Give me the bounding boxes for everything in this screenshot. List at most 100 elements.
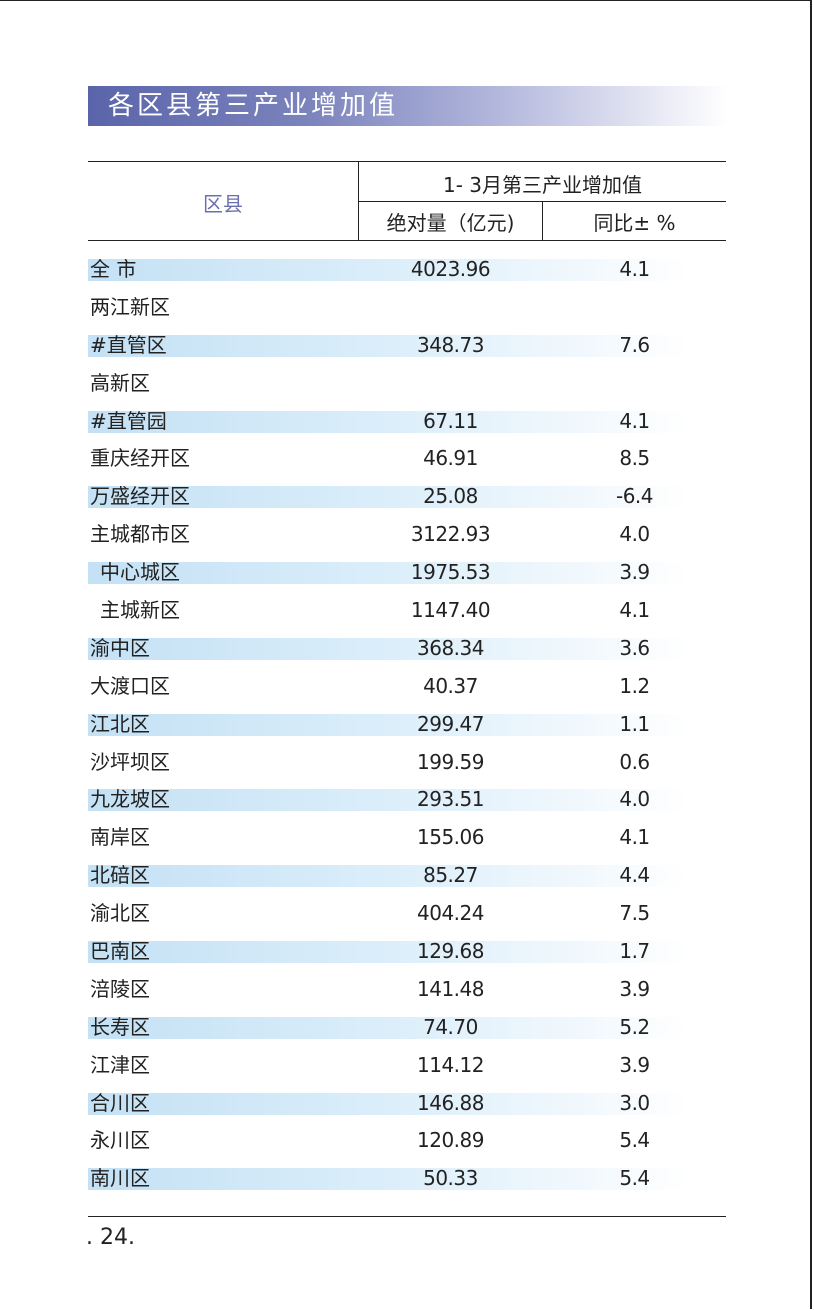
row-stripe [88, 259, 688, 281]
table-row: 渝中区 368.34 3.6 [88, 629, 728, 667]
row-absolute-value: 74.70 [423, 1014, 478, 1039]
header-mid-rule [359, 201, 726, 202]
row-name: 重庆经开区 [90, 446, 190, 471]
table-row: 江北区 299.47 1.1 [88, 705, 728, 743]
row-stripe [88, 789, 688, 812]
table-row: 江津区 114.12 3.9 [88, 1046, 728, 1084]
row-name: 北碚区 [90, 863, 150, 888]
table-row: 两江新区 [88, 288, 728, 326]
table-row: 合川区 146.88 3.0 [88, 1084, 728, 1122]
row-absolute-value: 50.33 [423, 1166, 478, 1191]
row-name: 万盛经开区 [90, 484, 190, 509]
row-stripe [88, 865, 688, 888]
row-name: 渝中区 [90, 635, 150, 660]
row-absolute-value: 46.91 [423, 446, 478, 471]
row-name: 巴南区 [90, 939, 150, 964]
row-name: 主城新区 [100, 598, 180, 623]
row-yoy-value: 5.4 [619, 1166, 650, 1191]
row-yoy-value: 1.2 [619, 673, 650, 698]
row-yoy-value: 3.6 [619, 635, 650, 660]
table-row: 大渡口区 40.37 1.2 [88, 667, 728, 705]
table-row: 渝北区 404.24 7.5 [88, 894, 728, 932]
row-yoy-value: 8.5 [619, 446, 650, 471]
table-row: 沙坪坝区 199.59 0.6 [88, 743, 728, 781]
row-name: 沙坪坝区 [90, 749, 170, 774]
table-row: 长寿区 74.70 5.2 [88, 1008, 728, 1046]
row-yoy-value [543, 292, 726, 322]
row-absolute-value: 1147.40 [410, 598, 491, 623]
row-yoy-value: 7.5 [619, 901, 650, 926]
row-name: 两江新区 [90, 294, 170, 319]
row-yoy-value: 1.7 [619, 939, 650, 964]
row-yoy-value: 4.0 [619, 522, 650, 547]
header-absolute: 绝对量（亿元) [386, 211, 515, 235]
row-yoy-value: 5.4 [619, 1128, 650, 1153]
row-stripe [88, 637, 688, 660]
row-absolute-value: 120.89 [417, 1128, 484, 1153]
row-absolute-value: 141.48 [417, 976, 484, 1001]
row-yoy-value: 4.1 [619, 257, 650, 281]
row-absolute-value: 155.06 [417, 825, 484, 850]
table-row: 永川区 120.89 5.4 [88, 1121, 728, 1159]
row-yoy-value: 3.9 [619, 976, 650, 1001]
header-divider-left [358, 162, 359, 240]
table-row: #直管区 348.73 7.6 [88, 326, 728, 364]
row-name: 大渡口区 [90, 673, 170, 698]
row-stripe [88, 941, 688, 964]
row-yoy-value: 4.4 [619, 863, 650, 888]
table-row: #直管园 67.11 4.1 [88, 402, 728, 440]
table-row: 重庆经开区 46.91 8.5 [88, 439, 728, 477]
row-absolute-value: 368.34 [417, 635, 484, 660]
title-bar [88, 86, 728, 126]
table-row: 主城都市区 3122.93 4.0 [88, 515, 728, 553]
row-yoy-value [543, 368, 726, 398]
row-yoy-value: 3.9 [619, 560, 650, 585]
row-name: 高新区 [90, 370, 150, 395]
row-name: 渝北区 [90, 901, 150, 926]
table-row: 北碚区 85.27 4.4 [88, 856, 728, 894]
row-yoy-value: 3.9 [619, 1052, 650, 1077]
table-row: 南川区 50.33 5.4 [88, 1159, 728, 1197]
row-absolute-value: 348.73 [417, 332, 484, 357]
row-absolute-value: 114.12 [417, 1052, 484, 1077]
page-number: . 24. [86, 1225, 135, 1250]
row-absolute-value: 199.59 [417, 749, 484, 774]
row-name: 南川区 [90, 1166, 150, 1191]
row-name: 永川区 [90, 1128, 150, 1153]
row-name: 全 市 [90, 257, 137, 281]
table-top-rule [88, 161, 726, 162]
header-county: 区县 [203, 192, 243, 216]
row-yoy-value: -6.4 [615, 484, 654, 509]
table-row: 九龙坡区 293.51 4.0 [88, 780, 728, 818]
row-absolute-value: 1975.53 [410, 560, 491, 585]
row-stripe [88, 486, 688, 509]
row-stripe [88, 562, 688, 585]
row-stripe [88, 1168, 688, 1191]
header-bottom-rule [88, 240, 726, 241]
table-row: 中心城区 1975.53 3.9 [88, 553, 728, 591]
row-absolute-value: 40.37 [423, 673, 478, 698]
row-name: #直管园 [90, 408, 167, 433]
row-yoy-value: 3.0 [619, 1090, 650, 1115]
table-body: 全 市 4023.96 4.1 两江新区 #直管区 348.73 7.6 高新区 #直管园 67.… [88, 250, 728, 1197]
row-absolute-value [359, 292, 542, 322]
row-stripe [88, 1092, 688, 1115]
row-absolute-value: 4023.96 [410, 257, 491, 281]
row-absolute-value: 404.24 [417, 901, 484, 926]
row-name: 长寿区 [90, 1014, 150, 1039]
row-yoy-value: 5.2 [619, 1014, 650, 1039]
page-title: 各区县第三产业增加值 [108, 91, 399, 121]
row-name: 江津区 [90, 1052, 150, 1077]
row-name: 涪陵区 [90, 976, 150, 1001]
row-stripe [88, 1016, 688, 1039]
table-row: 南岸区 155.06 4.1 [88, 818, 728, 856]
header-yoy: 同比± % [593, 211, 676, 235]
row-name: 中心城区 [100, 560, 180, 585]
table-row: 万盛经开区 25.08 -6.4 [88, 477, 728, 515]
row-yoy-value: 0.6 [619, 749, 650, 774]
footer-rule [88, 1216, 726, 1217]
row-absolute-value: 293.51 [417, 787, 484, 812]
row-name: 合川区 [90, 1090, 150, 1115]
row-absolute-value: 299.47 [417, 711, 484, 736]
header-group: 1- 3月第三产业增加值 [442, 173, 643, 197]
